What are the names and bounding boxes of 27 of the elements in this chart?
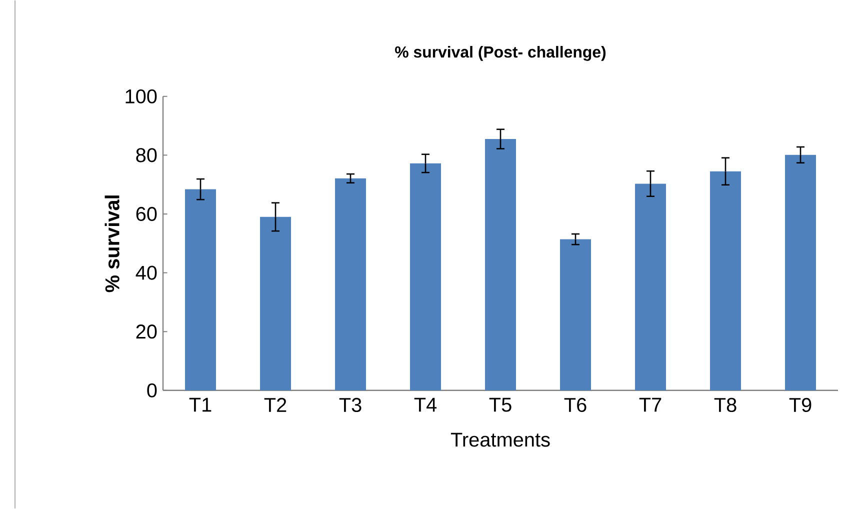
bar <box>560 239 592 390</box>
y-tick-label: 80 <box>136 148 157 162</box>
x-axis-title: Treatments <box>450 432 550 447</box>
x-tick-label: T7 <box>639 398 662 412</box>
x-tick-label: T3 <box>339 398 362 412</box>
x-tick-label: T2 <box>264 398 286 412</box>
y-tick-label: 40 <box>136 266 157 280</box>
bar <box>260 217 292 390</box>
bar <box>335 178 366 390</box>
x-tick-label: T5 <box>489 398 512 412</box>
chart-title: % survival (Post- challenge) <box>395 46 606 61</box>
y-axis-title: % survival <box>104 196 120 292</box>
x-tick-label: T6 <box>564 398 586 412</box>
y-tick-label: 60 <box>136 207 157 222</box>
bar <box>485 139 516 390</box>
bar <box>410 164 442 390</box>
y-tick-label: 0 <box>147 383 157 398</box>
x-tick-label: T4 <box>414 398 437 412</box>
y-tick-label: 100 <box>126 89 157 104</box>
bar <box>710 171 742 390</box>
bar <box>185 189 216 390</box>
bar <box>785 154 816 390</box>
x-tick-label: T9 <box>789 398 812 412</box>
x-tick-label: T8 <box>714 398 736 412</box>
bar <box>635 184 666 390</box>
x-tick-label: T1 <box>189 398 212 412</box>
y-tick-label: 20 <box>136 324 157 339</box>
